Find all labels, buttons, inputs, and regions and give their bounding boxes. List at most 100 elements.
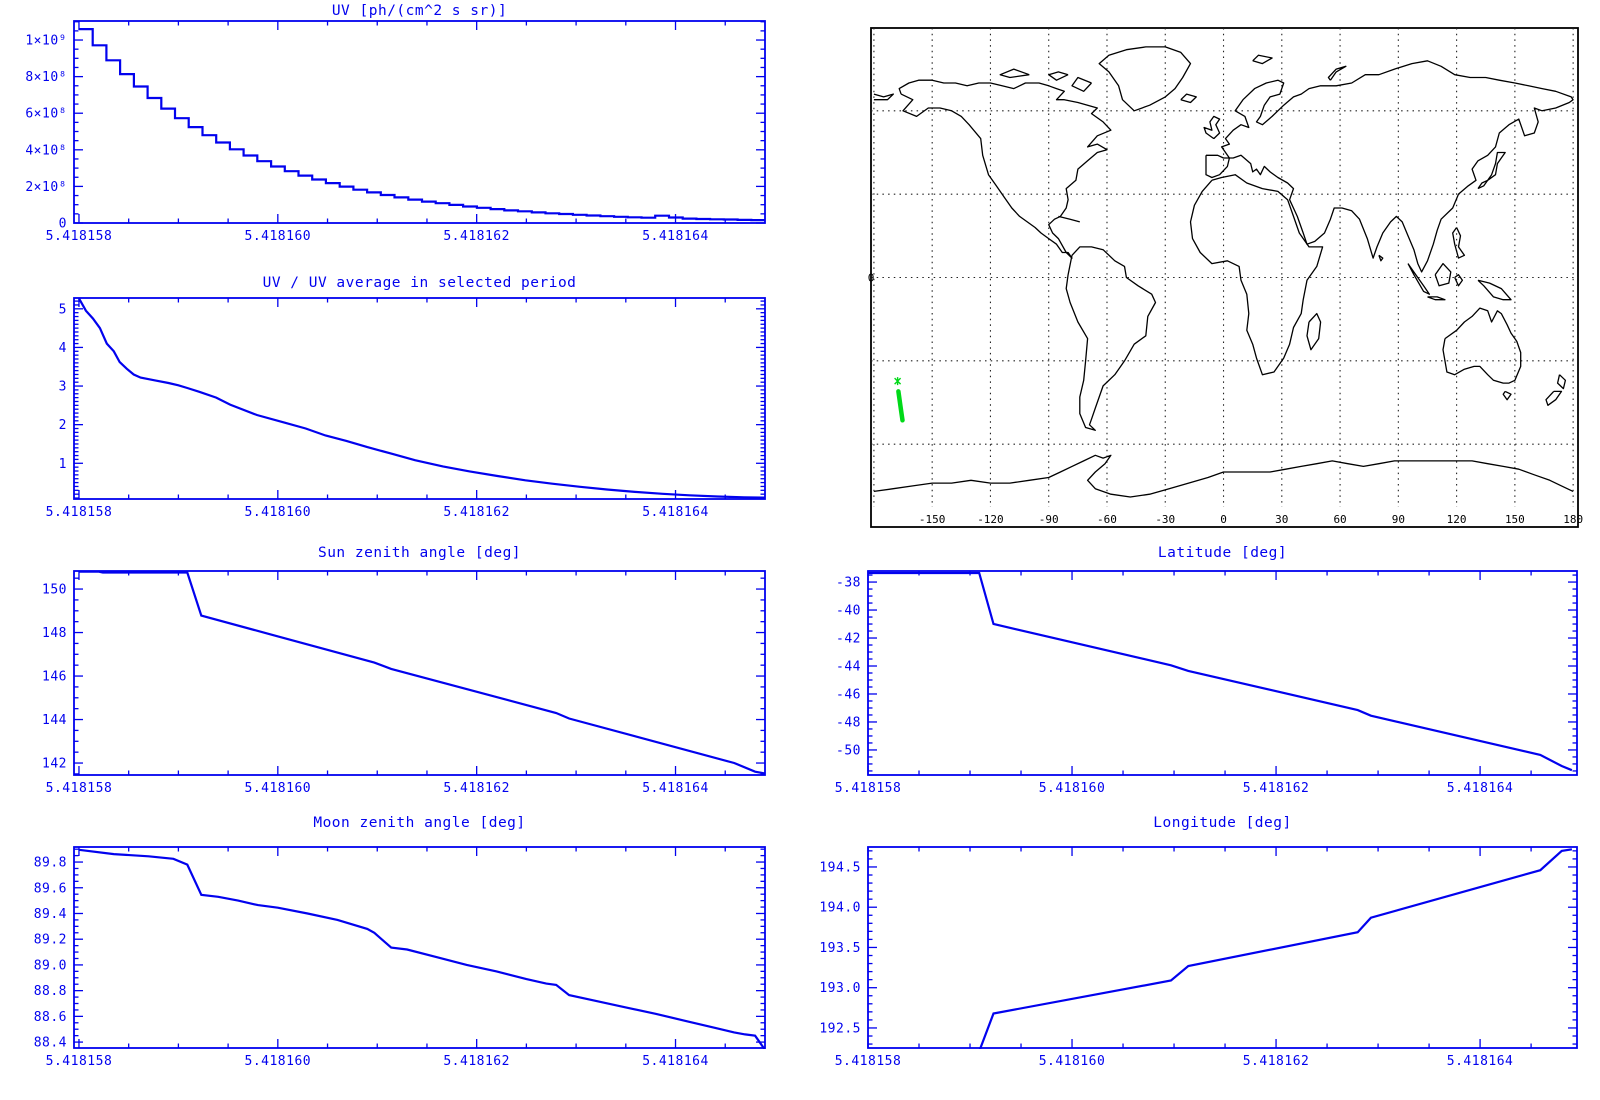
y-tick-label: 6×10⁸ (25, 107, 67, 122)
coastline (1545, 390, 1563, 406)
coastline (999, 68, 1030, 79)
coastline (1502, 390, 1512, 401)
x-tick-label: 5.418158 (46, 229, 113, 244)
coastline (1189, 174, 1324, 376)
x-tick-label: 5.418162 (443, 1054, 510, 1069)
y-tick-label: 146 (42, 670, 67, 685)
coastline (1442, 307, 1522, 384)
uv-ratio-curve (78, 297, 766, 499)
coastline (1434, 262, 1452, 287)
ground-track (896, 389, 905, 423)
y-tick-label: 148 (42, 626, 67, 641)
axes-frame (73, 20, 766, 224)
y-tick-label: 89.8 (34, 856, 67, 871)
x-tick-label: 5.418164 (642, 505, 709, 520)
y-tick-label: -38 (836, 576, 861, 591)
coastline (873, 454, 1574, 498)
y-tick-label: 3 (59, 380, 67, 395)
coastline (1098, 46, 1192, 112)
y-tick-label: 0 (59, 217, 67, 232)
y-tick-label: 1×10⁹ (25, 34, 67, 49)
y-tick-label: -48 (836, 715, 861, 730)
uv-ratio-title: UV / UV average in selected period (263, 275, 577, 291)
y-tick-label: 1 (59, 457, 67, 472)
coastline (1454, 274, 1464, 287)
coastline (898, 79, 1112, 259)
x-tick-label: 5.418164 (642, 781, 709, 796)
coastline (873, 93, 894, 101)
y-tick-label: 89.0 (34, 958, 67, 973)
map-lon-label: 150 (1505, 513, 1525, 526)
y-tick-label: -46 (836, 687, 861, 702)
coastline (1407, 263, 1431, 295)
y-tick-label: 88.4 (34, 1036, 67, 1051)
latitude-chart: 5.418158 5.418160 5.418162 5.418164 -50 -48 -4… (835, 545, 1578, 796)
x-tick-label: 5.418160 (1039, 1054, 1106, 1069)
y-tick-label: 89.6 (34, 881, 67, 896)
axes-frame (73, 297, 766, 500)
x-tick-label: 5.418160 (245, 781, 312, 796)
y-tick-label: 4 (59, 341, 67, 356)
x-tick-label: 5.418164 (1447, 1054, 1514, 1069)
coastline (1378, 254, 1384, 262)
y-tick-label: 2×10⁸ (25, 180, 67, 195)
coastlines (873, 46, 1574, 498)
x-tick-label: 5.418158 (46, 1054, 113, 1069)
axes-frame (867, 846, 1578, 1049)
coastline (1427, 296, 1446, 301)
x-tick-label: 5.418160 (245, 505, 312, 520)
x-tick-label: 5.418160 (245, 1054, 312, 1069)
y-tick-label: 194.0 (819, 901, 861, 916)
y-tick-label: -44 (836, 660, 861, 675)
longitude-title: Longitude [deg] (1153, 815, 1291, 831)
sun-zenith-title: Sun zenith angle [deg] (318, 545, 521, 561)
x-tick-label: 5.418162 (443, 781, 510, 796)
y-tick-label: 144 (42, 713, 67, 728)
coastline (1556, 374, 1567, 390)
y-tick-label: 142 (42, 757, 67, 772)
coastline (1452, 227, 1466, 259)
y-tick-label: 193.5 (819, 941, 861, 956)
y-tick-label: -42 (836, 632, 861, 647)
coastline (1065, 246, 1157, 431)
axes-frame (867, 570, 1578, 776)
y-tick-label: 193.0 (819, 981, 861, 996)
map-lon-label: 0 (1220, 513, 1227, 526)
uv-title: UV [ph/(cm^2 s sr)] (332, 3, 507, 19)
map-lon-label: -90 (1039, 513, 1059, 526)
y-tick-label: 2 (59, 418, 67, 433)
moon-zenith-title: Moon zenith angle [deg] (313, 815, 525, 831)
x-tick-label: 5.418164 (1447, 781, 1514, 796)
map-lon-label: -150 (919, 513, 946, 526)
coastline (1477, 279, 1512, 301)
map-lon-label: 120 (1447, 513, 1467, 526)
x-tick-label: 5.418158 (46, 781, 113, 796)
map-lon-label: 180 (1563, 513, 1583, 526)
longitude-chart: 5.418158 5.418160 5.418162 5.418164 192.5 193… (819, 815, 1578, 1069)
x-tick-label: 5.418162 (1243, 1054, 1310, 1069)
axes-frame (73, 570, 766, 776)
map-lon-label: 30 (1275, 513, 1288, 526)
x-tick-label: 5.418162 (443, 505, 510, 520)
x-tick-label: 5.418162 (443, 229, 510, 244)
coastline (1327, 65, 1347, 81)
y-tick-label: 8×10⁸ (25, 70, 67, 85)
y-tick-label: 88.6 (34, 1010, 67, 1025)
y-tick-label: -50 (836, 743, 861, 758)
y-tick-label: 192.5 (819, 1021, 861, 1036)
coastline (1477, 151, 1506, 190)
x-tick-label: 5.418160 (245, 229, 312, 244)
y-tick-label: 4×10⁸ (25, 143, 67, 158)
coastline (1252, 54, 1273, 65)
map-lon-label: -30 (1155, 513, 1175, 526)
moon-zenith-chart: 5.418158 5.418160 5.418162 5.418164 88.4 88.6… (34, 815, 766, 1069)
coastline (1205, 60, 1574, 273)
latitude-title: Latitude [deg] (1158, 545, 1287, 561)
uv-ratio-chart: 5.418158 5.418160 5.418162 5.418164 1 2 3 4 5 UV … (46, 275, 766, 520)
x-tick-label: 5.418158 (46, 505, 113, 520)
map-lat-label: 0 (868, 272, 875, 285)
sun-zenith-curve (79, 570, 766, 775)
map-lon-label: -120 (977, 513, 1004, 526)
moon-zenith-curve (78, 848, 766, 1049)
